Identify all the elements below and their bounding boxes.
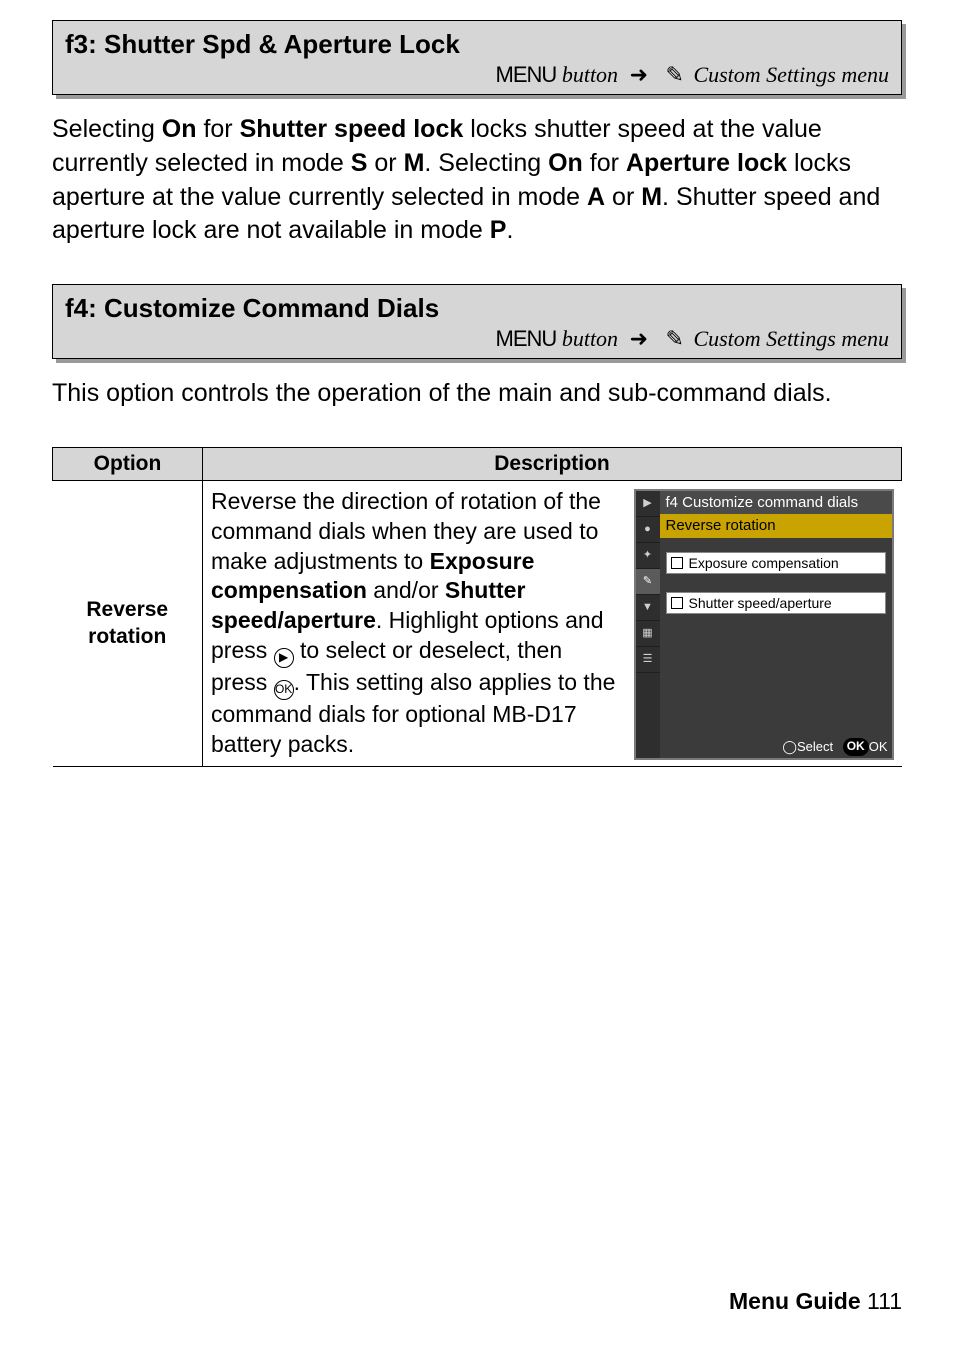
body-text-f4: This option controls the operation of th… [52, 377, 902, 411]
section-title-f3: f3: Shutter Spd & Aperture Lock [65, 29, 889, 60]
cam-option-1: Exposure compensation [666, 552, 886, 574]
camera-menu-preview: ▶ ● ✦ ✎ ▼ ▦ ☰ f4 Customize command dials… [634, 489, 894, 760]
arrow-icon: ➜ [630, 62, 648, 87]
section-sub-f3: MENU button ➜ ✎ Custom Settings menu [65, 62, 889, 88]
camera-menu-body: f4 Customize command dials Reverse rotat… [660, 491, 892, 758]
row-desc-cell: Reverse the direction of rotation of the… [203, 480, 902, 766]
arrow-icon: ➜ [630, 326, 648, 351]
menu-word-f3: MENU [496, 62, 557, 87]
cam-footer: ◯Select OKOK [660, 736, 892, 758]
row-label: Reverse rotation [53, 480, 203, 766]
button-suffix-f4: button [562, 326, 618, 351]
body-text-f3: Selecting On for Shutter speed lock lock… [52, 113, 902, 248]
cam-highlight: Reverse rotation [660, 514, 892, 538]
table-row: Reverse rotation Reverse the direction o… [53, 480, 902, 766]
table-header-description: Description [203, 447, 902, 480]
checkbox-icon [671, 557, 683, 569]
cam-spacer [660, 578, 892, 588]
camera-menu-sidebar: ▶ ● ✦ ✎ ▼ ▦ ☰ [636, 491, 660, 758]
row-desc-text: Reverse the direction of rotation of the… [211, 487, 624, 760]
cam-footer-select: ◯Select [782, 739, 833, 754]
cam-side-icon: ✦ [636, 543, 660, 569]
section-header-f4: f4: Customize Command Dials MENU button … [52, 284, 902, 359]
cam-option-2: Shutter speed/aperture [666, 592, 886, 614]
cam-side-icon: ▼ [636, 595, 660, 621]
pencil-icon: ✎ [666, 326, 684, 351]
sub-suffix-f4: Custom Settings menu [693, 326, 889, 351]
footer-label: Menu Guide [729, 1288, 861, 1314]
cam-title: f4 Customize command dials [660, 491, 892, 515]
page-footer: Menu Guide 111 [729, 1288, 902, 1315]
cam-side-icon-active: ✎ [636, 569, 660, 595]
section-sub-f4: MENU button ➜ ✎ Custom Settings menu [65, 326, 889, 352]
cam-spacer [660, 538, 892, 548]
cam-opt1-label: Exposure compensation [689, 554, 839, 572]
cam-side-icon: ☰ [636, 647, 660, 673]
section-header-f3: f3: Shutter Spd & Aperture Lock MENU but… [52, 20, 902, 95]
button-suffix-f3: button [562, 62, 618, 87]
pencil-icon: ✎ [666, 62, 684, 87]
cam-side-icon: ▦ [636, 621, 660, 647]
cam-footer-ok: OKOK [843, 739, 888, 754]
options-table: Option Description Reverse rotation Reve… [52, 447, 902, 767]
checkbox-icon [671, 597, 683, 609]
cam-side-icon: ▶ [636, 491, 660, 517]
cam-opt2-label: Shutter speed/aperture [689, 594, 832, 612]
table-header-option: Option [53, 447, 203, 480]
menu-word-f4: MENU [496, 326, 557, 351]
cam-side-icon: ● [636, 517, 660, 543]
footer-page: 111 [867, 1288, 902, 1314]
sub-suffix-f3: Custom Settings menu [693, 62, 889, 87]
section-title-f4: f4: Customize Command Dials [65, 293, 889, 324]
